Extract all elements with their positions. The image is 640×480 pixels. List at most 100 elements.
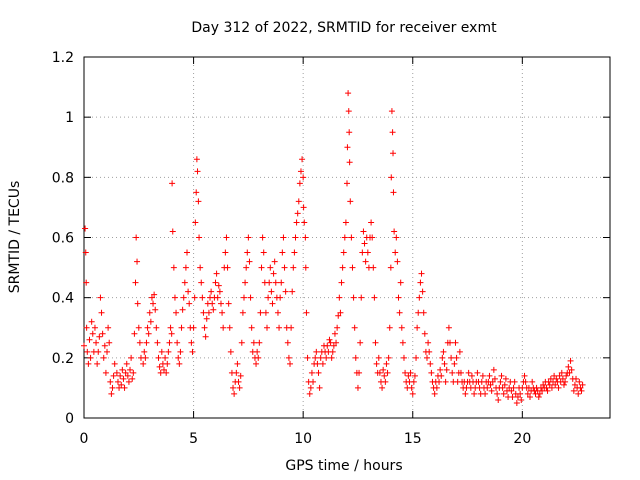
data-point — [345, 90, 352, 97]
data-point — [299, 156, 306, 163]
data-point — [350, 294, 357, 301]
data-point — [85, 360, 92, 367]
data-point — [508, 387, 515, 394]
data-point — [239, 309, 246, 316]
data-point — [165, 348, 172, 355]
data-point — [359, 249, 366, 256]
data-point — [567, 357, 574, 364]
data-point — [278, 279, 285, 286]
data-point — [333, 339, 340, 346]
data-point — [423, 354, 430, 361]
data-point — [113, 369, 120, 376]
data-point — [192, 219, 199, 226]
data-point — [559, 375, 566, 382]
data-point — [509, 393, 516, 400]
data-point — [548, 384, 555, 391]
data-point — [208, 288, 215, 295]
data-point — [134, 300, 141, 307]
axis-ticks — [83, 56, 610, 419]
data-point — [544, 387, 551, 394]
data-point — [102, 369, 109, 376]
data-point — [306, 390, 313, 397]
data-point — [344, 180, 350, 187]
data-point — [452, 339, 459, 346]
data-point — [369, 234, 376, 241]
data-point — [271, 258, 278, 265]
data-point — [203, 315, 210, 322]
data-point — [120, 375, 127, 382]
data-point — [405, 372, 412, 379]
data-point — [169, 180, 176, 187]
data-point — [191, 294, 198, 301]
data-point — [170, 264, 177, 271]
data-point — [151, 291, 158, 298]
data-point — [524, 390, 531, 397]
data-point — [124, 372, 131, 379]
data-point — [375, 354, 382, 361]
data-point — [227, 348, 234, 355]
data-point — [358, 294, 365, 301]
data-point — [527, 393, 534, 400]
data-point — [280, 234, 287, 241]
data-point — [141, 348, 148, 355]
data-point — [372, 339, 379, 346]
data-point — [389, 129, 396, 136]
data-point — [173, 309, 180, 316]
data-point — [362, 258, 369, 265]
data-point — [535, 393, 542, 400]
data-point — [111, 360, 118, 367]
data-point — [393, 234, 400, 241]
data-point — [394, 258, 401, 265]
data-point — [222, 249, 229, 256]
data-point — [246, 258, 253, 265]
data-point — [193, 189, 200, 196]
data-point — [100, 354, 107, 361]
data-point — [133, 234, 140, 241]
data-point — [351, 324, 358, 331]
data-point — [398, 324, 405, 331]
data-point — [300, 174, 307, 181]
data-point — [235, 378, 242, 385]
data-point — [292, 234, 299, 241]
data-point — [125, 378, 132, 385]
data-point — [220, 324, 227, 331]
data-point — [396, 309, 403, 316]
data-point — [439, 354, 446, 361]
data-point — [244, 249, 251, 256]
data-point — [166, 339, 173, 346]
x-axis-label: GPS time / hours — [285, 458, 402, 474]
data-point — [451, 360, 458, 367]
x-tick-label: 20 — [513, 431, 531, 447]
data-point — [364, 249, 371, 256]
data-point — [573, 375, 580, 382]
data-point — [380, 366, 387, 373]
data-point — [385, 354, 392, 361]
data-point — [284, 339, 291, 346]
data-point — [441, 360, 448, 367]
data-point — [262, 309, 269, 316]
data-point — [93, 339, 100, 346]
data-point — [96, 333, 103, 340]
data-point — [248, 324, 255, 331]
y-axis-label: SRMTID / TECUs — [7, 181, 23, 294]
data-point — [341, 234, 348, 241]
data-point — [285, 354, 292, 361]
data-point — [195, 198, 202, 205]
data-point — [502, 375, 509, 382]
data-point — [110, 372, 117, 379]
data-point — [185, 288, 192, 295]
data-point — [462, 390, 469, 397]
data-point — [176, 360, 183, 367]
data-point — [175, 354, 182, 361]
data-point — [336, 294, 343, 301]
data-point — [152, 306, 159, 313]
data-point — [392, 249, 399, 256]
x-tick-label: 0 — [80, 431, 89, 447]
data-point — [129, 375, 136, 382]
data-point — [181, 279, 188, 286]
data-point — [565, 363, 572, 370]
data-point — [117, 372, 124, 379]
data-point — [348, 234, 355, 241]
data-point — [331, 330, 338, 337]
data-point — [547, 375, 554, 382]
